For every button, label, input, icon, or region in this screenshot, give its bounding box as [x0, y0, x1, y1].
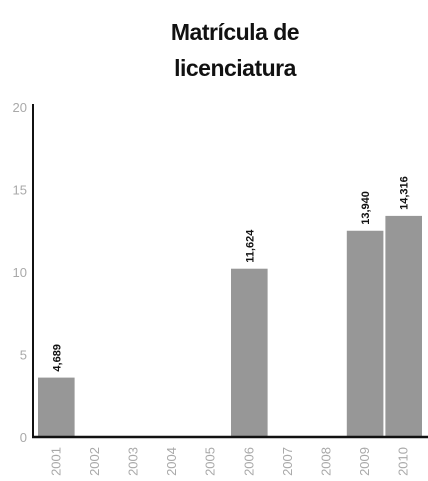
x-tick-2002: 2002 — [87, 447, 102, 476]
y-tick-0: 0 — [20, 430, 27, 445]
data-label-2010: 14,316 — [399, 176, 411, 210]
x-tick-2007: 2007 — [280, 447, 295, 476]
y-tick-20: 20 — [13, 100, 27, 115]
chart-title-line-2: licenciatura — [174, 55, 296, 81]
bar-2010 — [385, 215, 422, 437]
x-tick-2010: 2010 — [396, 447, 411, 476]
x-tick-2004: 2004 — [164, 447, 179, 476]
x-tick-2006: 2006 — [241, 447, 256, 476]
x-tick-2009: 2009 — [357, 447, 372, 476]
x-tick-2003: 2003 — [126, 447, 141, 476]
data-label-2001: 4,689 — [51, 344, 63, 372]
y-tick-10: 10 — [13, 265, 27, 280]
bar-2009 — [346, 230, 384, 437]
y-tick-15: 15 — [13, 183, 27, 198]
x-tick-2005: 2005 — [203, 447, 218, 476]
x-tick-2001: 2001 — [48, 447, 63, 476]
bar-2001 — [38, 377, 75, 437]
data-label-2009: 13,940 — [360, 191, 372, 225]
data-label-2006: 11,624 — [244, 229, 256, 263]
chart-title: Matrícula de licenciatura — [150, 14, 320, 86]
chart-title-line-1: Matrícula de — [170, 19, 300, 45]
x-tick-2008: 2008 — [319, 447, 334, 476]
bar-2006 — [231, 268, 268, 437]
y-tick-5: 5 — [20, 348, 27, 363]
